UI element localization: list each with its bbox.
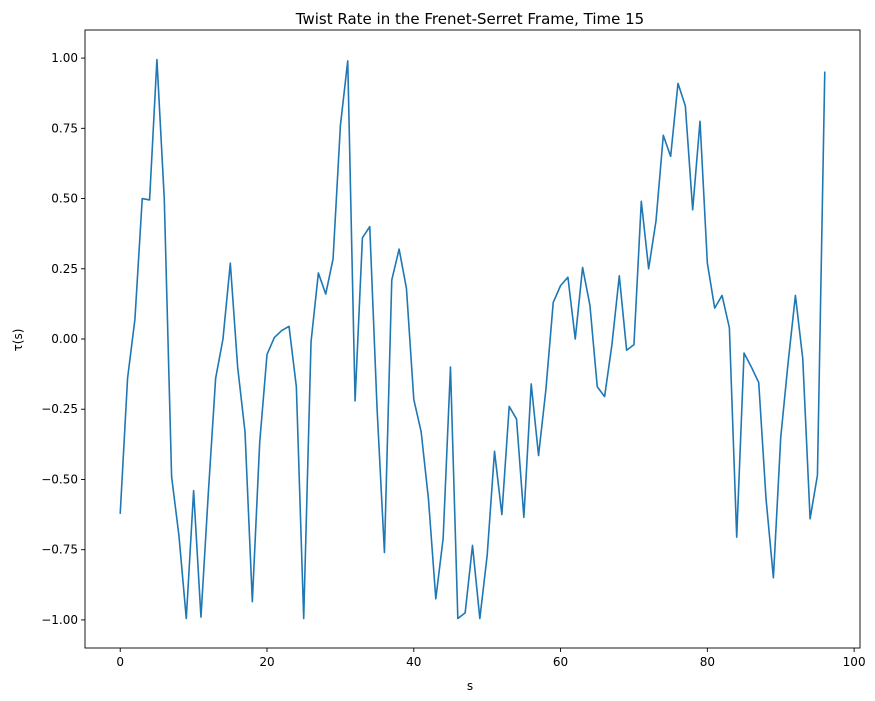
x-tick-label: 0 — [116, 655, 124, 669]
series-line-0 — [119, 58, 826, 620]
plot-area — [119, 58, 826, 620]
y-tick-label: −0.50 — [41, 472, 78, 486]
y-tick-label: 1.00 — [51, 51, 78, 65]
x-tick-label: 60 — [553, 655, 568, 669]
x-axis-label: s — [467, 679, 473, 693]
y-axis-label: τ(s) — [11, 329, 25, 352]
y-tick-label: 0.00 — [51, 332, 78, 346]
y-tick-label: −1.00 — [41, 613, 78, 627]
x-tick-label: 40 — [406, 655, 421, 669]
y-tick-label: −0.75 — [41, 543, 78, 557]
x-tick-label: 100 — [843, 655, 866, 669]
x-tick-label: 80 — [700, 655, 715, 669]
y-tick-label: 0.50 — [51, 192, 78, 206]
x-tick-label: 20 — [259, 655, 274, 669]
y-tick-label: 0.25 — [51, 262, 78, 276]
axes: 0 20 40 60 80 100 −1.00 −0.75 −0.50 −0.25 0.00 0.25… — [41, 29, 866, 669]
chart-title: Twist Rate in the Frenet-Serret Frame, T… — [295, 10, 644, 28]
y-tick-label: −0.25 — [41, 402, 78, 416]
y-tick-label: 0.75 — [51, 121, 78, 135]
